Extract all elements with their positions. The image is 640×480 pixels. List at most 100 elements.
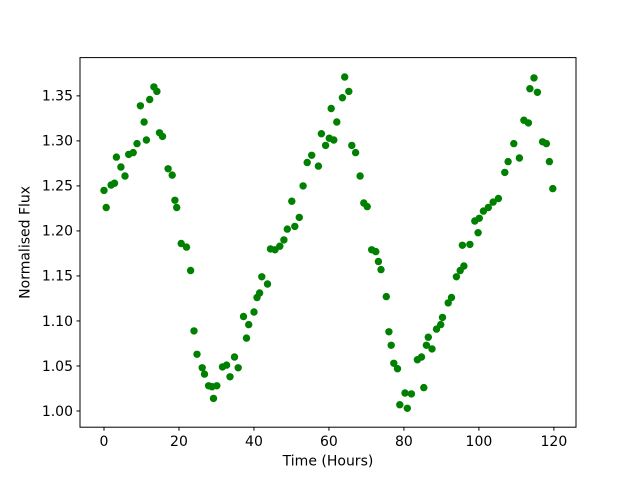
data-point <box>533 88 542 97</box>
data-point <box>308 151 316 159</box>
x-tick-label: 40 <box>245 434 263 450</box>
data-point <box>341 73 349 81</box>
data-point <box>102 203 110 212</box>
data-point <box>200 370 209 378</box>
data-point <box>424 333 432 341</box>
y-tick-label: 1.00 <box>42 404 73 420</box>
data-point <box>474 229 482 237</box>
data-point <box>515 154 524 162</box>
data-point <box>338 94 347 102</box>
data-point <box>164 165 172 173</box>
data-point <box>396 401 404 409</box>
data-point <box>475 214 483 222</box>
plot-area <box>79 57 577 428</box>
data-point <box>321 141 330 150</box>
data-point <box>230 353 239 361</box>
data-point <box>494 194 503 203</box>
data-point <box>142 136 151 144</box>
data-point <box>182 243 191 251</box>
data-point <box>234 364 242 372</box>
x-tick-label: 60 <box>320 434 338 450</box>
data-point <box>226 373 234 381</box>
data-point <box>303 158 311 167</box>
data-point <box>222 361 231 369</box>
data-point <box>255 289 264 297</box>
data-point <box>280 236 288 244</box>
data-point <box>117 163 125 171</box>
x-tick-label: 80 <box>395 434 413 450</box>
data-point <box>133 139 141 148</box>
data-point <box>153 87 161 96</box>
data-point <box>209 394 218 403</box>
data-point <box>545 157 554 166</box>
data-point <box>110 179 119 187</box>
data-point <box>146 95 154 104</box>
data-point <box>526 85 534 93</box>
data-point <box>288 197 296 205</box>
data-point <box>510 139 518 148</box>
x-axis-ticks <box>103 427 555 431</box>
data-point <box>168 171 176 179</box>
data-point <box>504 157 512 166</box>
data-point <box>121 172 129 180</box>
data-point <box>171 196 179 204</box>
data-point <box>193 350 201 358</box>
data-point <box>129 148 137 157</box>
x-tick-label: 20 <box>170 434 188 450</box>
data-point <box>403 404 411 412</box>
data-point <box>242 334 251 342</box>
data-point <box>407 390 416 398</box>
data-point <box>291 222 299 231</box>
y-tick-label: 1.20 <box>42 224 73 240</box>
data-point <box>333 118 341 126</box>
data-point <box>330 136 338 144</box>
data-point <box>173 203 181 212</box>
data-point <box>385 328 393 336</box>
y-axis-tick-labels: 1.00 1.05 1.10 1.15 1.20 1.25 1.30 1.35 <box>42 89 73 420</box>
y-axis-label: Normalised Flux <box>18 186 34 299</box>
data-point <box>317 130 326 138</box>
data-point <box>177 239 185 248</box>
data-point <box>393 365 402 373</box>
scatter-points <box>100 73 557 412</box>
data-point <box>542 139 551 148</box>
data-point <box>382 292 390 301</box>
data-point <box>428 345 436 353</box>
data-point <box>489 198 497 206</box>
data-point <box>136 102 145 110</box>
data-point <box>295 213 303 222</box>
data-point <box>458 241 467 249</box>
data-point <box>422 341 431 349</box>
x-tick-label: 120 <box>541 434 568 450</box>
data-point <box>372 247 380 256</box>
data-point <box>190 327 198 335</box>
data-point <box>299 182 307 190</box>
data-point <box>374 257 383 266</box>
data-point <box>327 104 335 113</box>
data-point <box>549 184 557 193</box>
data-point <box>239 312 248 321</box>
data-point <box>460 262 468 270</box>
data-point <box>444 299 452 307</box>
data-point <box>345 87 353 96</box>
data-point <box>112 153 121 161</box>
data-point <box>417 353 426 361</box>
data-point <box>314 162 323 170</box>
data-point <box>452 273 461 281</box>
y-tick-label: 1.30 <box>42 134 73 150</box>
data-point <box>420 383 428 392</box>
y-tick-label: 1.10 <box>42 314 73 330</box>
data-point <box>390 359 398 367</box>
data-point <box>250 308 258 316</box>
x-tick-label: 100 <box>466 434 493 450</box>
data-point <box>158 132 167 141</box>
data-point <box>437 320 445 329</box>
data-point <box>348 141 356 150</box>
data-point <box>258 273 266 281</box>
data-point <box>401 389 409 397</box>
data-point <box>198 364 206 372</box>
data-point <box>466 240 474 249</box>
data-point <box>524 119 533 127</box>
